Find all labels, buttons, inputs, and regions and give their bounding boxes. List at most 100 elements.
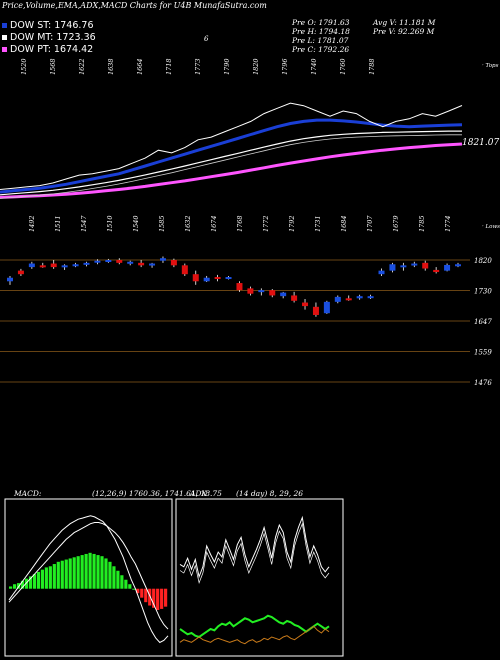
candle-up: [323, 301, 330, 314]
macd-hist-bar-pos: [112, 566, 116, 589]
top-label-1740: 1740: [310, 58, 318, 75]
candle-up: [159, 258, 166, 261]
stat-pre-open: Pre O: 1791.63: [292, 18, 350, 27]
macd-hist-bar-pos: [132, 588, 136, 590]
stat-avg-volume: Avg V: 11.181 M: [373, 18, 436, 27]
candle-down: [181, 265, 188, 275]
low-label-1792: 1792: [288, 215, 296, 232]
ema-mid-line: [0, 130, 462, 196]
price-ema-panel: 6 · Tops 1520 1568 1622 1638 1664 1718 1773 1790 1…: [0, 35, 499, 199]
candle-up: [444, 264, 451, 271]
macd-hist-bar-pos: [52, 564, 56, 589]
candle-up: [61, 265, 68, 268]
macd-signal-line: [8, 522, 169, 630]
low-label-1547: 1547: [80, 215, 88, 232]
low-label-1731: 1731: [314, 215, 322, 232]
chart-header-title: Price,Volume,EMA,ADX,MACD Charts for U4B…: [2, 1, 267, 10]
macd-hist-bar-pos: [9, 586, 13, 589]
low-label-1768: 1768: [236, 215, 244, 232]
top-label-1622: 1622: [78, 58, 86, 75]
adx-label: ADX: [190, 489, 207, 498]
macd-hist-bar-pos: [28, 576, 33, 589]
macd-hist-bar-pos: [44, 567, 48, 589]
macd-hist-bar-pos: [84, 553, 88, 589]
legend-label-dow-st: DOW ST: 1746.76: [10, 20, 94, 31]
stat-pre-close: Pre C: 1792.26: [292, 45, 350, 54]
top-label-1638: 1638: [107, 58, 115, 75]
macd-hist-bar-pos: [116, 570, 120, 589]
level-label-1476: 1476: [474, 379, 492, 387]
top-label-1664: 1664: [136, 58, 144, 75]
macd-hist-bar-pos: [108, 561, 112, 589]
candle-up: [334, 296, 341, 302]
low-label-1679: 1679: [392, 215, 400, 232]
top-label-1520: 1520: [20, 58, 28, 75]
candle-up: [378, 270, 385, 275]
low-label-1684: 1684: [340, 215, 348, 232]
candle-down: [192, 274, 199, 282]
top-marker-label: 6: [204, 35, 209, 43]
candle-up: [400, 265, 407, 268]
candle-down: [17, 270, 24, 275]
adx-params: (14 day) 8, 29, 26: [236, 489, 304, 498]
candle-down: [422, 262, 429, 269]
macd-hist-bar-pos: [40, 569, 44, 589]
macd-hist-bar-pos: [16, 583, 21, 589]
adx-line: [179, 515, 330, 579]
top-label-1760: 1760: [339, 58, 347, 75]
candle-up: [225, 277, 232, 280]
macd-hist-bar-neg: [144, 588, 148, 603]
candle-up: [7, 277, 13, 282]
level-label-1647: 1647: [474, 318, 492, 326]
macd-hist-bar-neg: [152, 588, 156, 608]
macd-hist-bar-pos: [72, 557, 76, 589]
tops-axis-label: · Tops: [482, 63, 499, 69]
stat-pre-high: Pre H: 1794.18: [292, 27, 350, 36]
macd-params: (12,26,9) 1760.36, 1741.61, 18.75: [92, 489, 222, 498]
candle-down: [345, 298, 352, 301]
low-label-1511: 1511: [54, 215, 62, 232]
last-price-label: 1821.07: [462, 138, 499, 148]
macd-hist-bar-pos: [32, 574, 37, 589]
legend-dow-st: DOW ST: 1746.76: [2, 20, 94, 31]
top-label-1773: 1773: [194, 58, 202, 75]
top-label-1820: 1820: [252, 58, 260, 75]
lows-axis-label: · Lows: [482, 224, 500, 230]
macd-hist-bar-pos: [104, 558, 108, 589]
stat-pre-low: Pre L: 1781.07: [292, 36, 349, 45]
candle-up: [28, 263, 35, 268]
macd-panel: [4, 498, 173, 657]
price-line: [0, 102, 463, 190]
legend-swatch-dow-mt: [2, 35, 7, 40]
macd-hist-bar-neg: [160, 588, 164, 609]
adx-frame: [175, 498, 344, 657]
candle-down: [312, 306, 319, 315]
candle-up: [455, 264, 461, 267]
macd-hist-bar-pos: [96, 555, 100, 589]
candle-down: [170, 260, 177, 266]
low-label-1785: 1785: [418, 215, 426, 232]
adx-line-shadow: [179, 522, 330, 585]
candle-down: [291, 295, 298, 301]
legend-label-dow-pt: DOW PT: 1674.42: [10, 44, 94, 55]
ema-short-line: [0, 118, 463, 194]
low-label-1585: 1585: [158, 215, 166, 232]
stat-pre-volume: Pre V: 92.269 M: [373, 27, 435, 36]
macd-hist-bar-pos: [124, 579, 128, 589]
macd-hist-bar-pos: [76, 556, 80, 589]
low-label-1674: 1674: [210, 215, 218, 232]
candle-up: [258, 290, 265, 293]
legend-swatch-dow-pt: [2, 47, 7, 52]
macd-hist-bar-pos: [120, 575, 124, 589]
candle-down: [214, 277, 221, 280]
candle-up: [127, 261, 134, 264]
macd-hist-bar-neg: [148, 588, 152, 606]
low-label-1510: 1510: [106, 215, 114, 232]
candlestick-panel: 1820 1730 1647 1559 1476 · Lows 1492 1511 1547 15…: [0, 215, 500, 387]
macd-hist-bar-neg: [156, 588, 160, 611]
legend-label-dow-mt: DOW MT: 1723.36: [10, 32, 96, 43]
legend-dow-pt: DOW PT: 1674.42: [2, 44, 93, 55]
level-label-1559: 1559: [474, 349, 492, 357]
macd-hist-bar-pos: [92, 553, 96, 589]
